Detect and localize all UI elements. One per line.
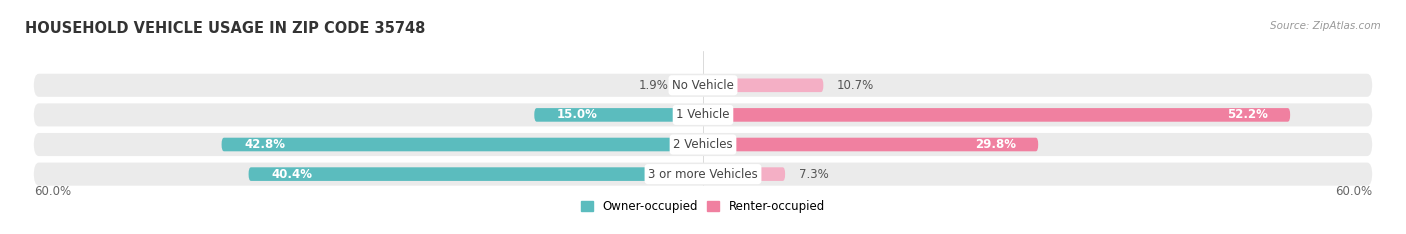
Text: 42.8%: 42.8% [245,138,285,151]
Text: 60.0%: 60.0% [1336,185,1372,198]
Legend: Owner-occupied, Renter-occupied: Owner-occupied, Renter-occupied [576,195,830,218]
FancyBboxPatch shape [34,74,1372,97]
FancyBboxPatch shape [222,138,703,151]
Text: No Vehicle: No Vehicle [672,79,734,92]
FancyBboxPatch shape [34,103,1372,126]
Text: 1.9%: 1.9% [638,79,668,92]
Text: 1 Vehicle: 1 Vehicle [676,108,730,121]
Text: 7.3%: 7.3% [799,168,828,181]
Text: 15.0%: 15.0% [557,108,598,121]
FancyBboxPatch shape [34,133,1372,156]
Text: HOUSEHOLD VEHICLE USAGE IN ZIP CODE 35748: HOUSEHOLD VEHICLE USAGE IN ZIP CODE 3574… [25,21,426,36]
FancyBboxPatch shape [703,78,824,92]
Text: 60.0%: 60.0% [34,185,70,198]
FancyBboxPatch shape [703,167,785,181]
Text: 29.8%: 29.8% [974,138,1015,151]
Text: 40.4%: 40.4% [271,168,312,181]
Text: 2 Vehicles: 2 Vehicles [673,138,733,151]
FancyBboxPatch shape [534,108,703,122]
FancyBboxPatch shape [34,163,1372,186]
FancyBboxPatch shape [249,167,703,181]
Text: 10.7%: 10.7% [837,79,875,92]
FancyBboxPatch shape [703,108,1291,122]
Text: 3 or more Vehicles: 3 or more Vehicles [648,168,758,181]
Text: Source: ZipAtlas.com: Source: ZipAtlas.com [1270,21,1381,31]
FancyBboxPatch shape [682,78,703,92]
FancyBboxPatch shape [703,138,1038,151]
Text: 52.2%: 52.2% [1227,108,1268,121]
